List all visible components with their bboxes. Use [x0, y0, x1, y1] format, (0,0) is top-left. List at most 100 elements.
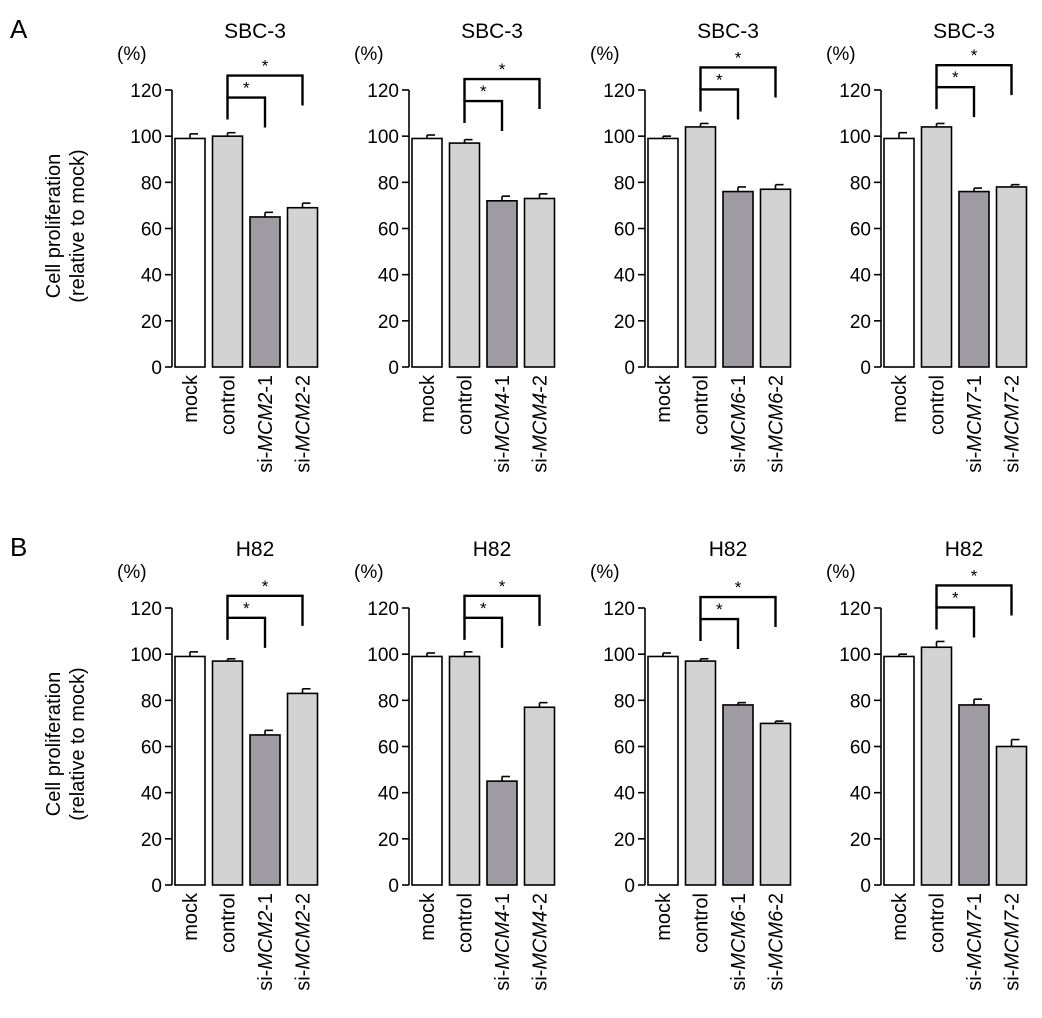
chart-title: H82 [945, 538, 984, 561]
x-tick-label-part: MCM2 [255, 393, 277, 452]
x-tick-label: si-MCM7-2 [1002, 375, 1024, 473]
x-tick-label-part: si- [293, 970, 315, 991]
x-tick-label-part: -1 [964, 375, 986, 393]
x-tick-label-part: si- [293, 452, 315, 473]
bar-si-mcm7-1 [958, 704, 990, 886]
x-tick-label: control [218, 893, 240, 953]
x-tick-label: mock [653, 892, 675, 941]
x-tick-label: si-MCM2-2 [293, 893, 315, 991]
significance-star: * [971, 46, 978, 65]
bar-mock [647, 655, 679, 886]
significance-bracket [935, 63, 1013, 96]
x-tick-label-part: control [218, 375, 240, 435]
x-tick-label-part: -2 [766, 893, 788, 911]
y-tick-label: 20 [378, 312, 399, 333]
y-tick-label: 120 [603, 599, 635, 620]
x-tick-label: mock [180, 892, 202, 941]
y-tick-label: 60 [378, 738, 399, 759]
y-tick-label: 80 [850, 173, 871, 194]
unit-label: (%) [354, 562, 384, 583]
bar-si-mcm6-2 [759, 722, 792, 886]
y-tick-label: 40 [378, 266, 399, 287]
x-tick-label: si-MCM2-1 [255, 375, 277, 473]
x-tick-label-part: mock [180, 892, 202, 941]
significance-bracket [226, 616, 267, 648]
x-tick-label-part: control [927, 375, 949, 435]
y-tick-label: 120 [839, 81, 871, 102]
x-tick-label-part: -1 [255, 375, 277, 393]
y-tick-label: 0 [624, 876, 635, 897]
x-tick-label-part: MCM6 [766, 910, 788, 970]
x-tick-label: mock [889, 892, 911, 941]
y-tick-label: 120 [603, 81, 635, 102]
bar-si-mcm7-2 [995, 745, 1028, 886]
x-tick-label-part: mock [417, 892, 439, 941]
x-tick-label-part: si- [255, 970, 277, 991]
x-tick-label-part: mock [653, 374, 675, 423]
x-tick-label-part: MCM7 [1002, 392, 1024, 452]
chart-title: H82 [709, 538, 748, 561]
y-axis-label-a-line1: Cell proliferation [43, 154, 65, 299]
x-tick-label: si-MCM2-1 [255, 893, 277, 991]
x-tick-label-part: si- [492, 452, 514, 473]
x-tick-label-part: mock [653, 892, 675, 941]
y-tick-label: 80 [850, 691, 871, 712]
panel-letter-b: B [10, 532, 27, 562]
y-tick-label: 120 [130, 599, 162, 620]
bar-si-mcm7-2 [995, 186, 1028, 368]
significance-bracket [935, 584, 1013, 616]
bar-mock [174, 137, 206, 368]
bar-control [920, 126, 953, 368]
x-tick-label-part: -1 [964, 893, 986, 911]
x-tick-label: si-MCM6-2 [766, 893, 788, 991]
x-tick-label-part: si- [964, 970, 986, 991]
unit-label: (%) [117, 562, 147, 583]
y-tick-label: 20 [850, 830, 871, 851]
x-tick-label: si-MCM7-2 [1002, 893, 1024, 991]
x-tick-label: control [691, 893, 713, 953]
significance-bracket [463, 77, 541, 110]
y-tick-label: 0 [624, 358, 635, 379]
bar-mock [411, 655, 443, 886]
x-tick-label: control [218, 375, 240, 435]
y-tick-label: 20 [141, 312, 162, 333]
x-tick-label-part: MCM6 [766, 392, 788, 452]
x-tick-label-part: MCM7 [964, 392, 986, 452]
x-tick-label-part: MCM4 [530, 911, 552, 970]
x-tick-label-part: si- [766, 970, 788, 991]
significance-star: * [243, 599, 250, 618]
significance-bracket [463, 616, 504, 648]
y-tick-label: 40 [850, 784, 871, 805]
bar-mock [883, 655, 915, 886]
chart-title: SBC-3 [461, 20, 523, 43]
x-tick-label-part: MCM4 [492, 911, 514, 970]
bar-control [448, 142, 481, 368]
y-tick-label: 120 [839, 599, 871, 620]
x-tick-label: si-MCM4-2 [530, 893, 552, 991]
x-tick-label-part: si- [255, 452, 277, 473]
significance-bracket [463, 99, 504, 132]
x-tick-label: si-MCM4-1 [492, 893, 514, 991]
y-tick-label: 40 [614, 784, 635, 805]
bar-control [211, 660, 244, 886]
y-tick-label: 20 [614, 312, 635, 333]
panel-letter-a: A [10, 14, 28, 44]
significance-star: * [735, 578, 742, 597]
significance-star: * [952, 588, 959, 607]
x-tick-label-part: control [455, 893, 477, 953]
x-tick-label-part: -1 [728, 893, 750, 911]
x-tick-label-part: si- [1002, 970, 1024, 991]
y-tick-label: 0 [860, 358, 871, 379]
bar-si-mcm4-1 [486, 200, 518, 368]
y-tick-label: 0 [151, 876, 162, 897]
x-tick-label: mock [653, 374, 675, 423]
y-tick-label: 0 [388, 358, 399, 379]
x-tick-label-part: si- [728, 970, 750, 991]
x-tick-label: mock [417, 892, 439, 941]
